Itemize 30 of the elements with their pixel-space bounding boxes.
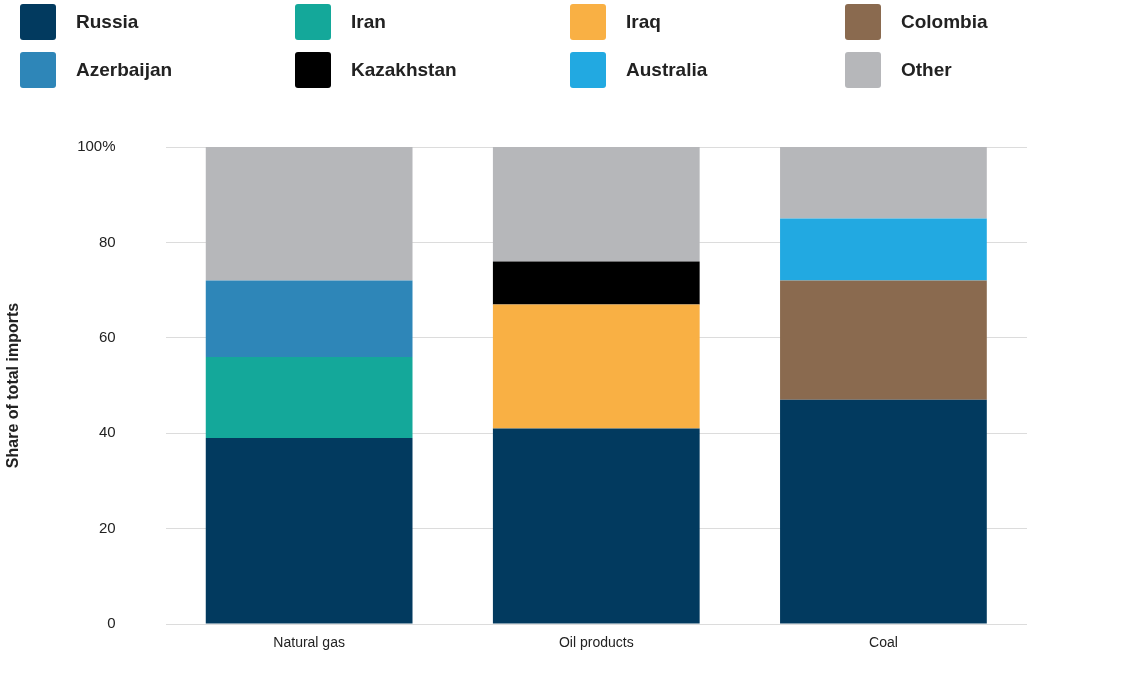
y-tick-label: 20 (98, 518, 116, 536)
bar (205, 356, 413, 438)
bar (492, 147, 700, 262)
bar (492, 428, 700, 624)
x-tick-label: Natural gas (273, 634, 345, 651)
bar (780, 280, 987, 400)
bar (205, 147, 413, 281)
y-tick-label: 60 (98, 327, 116, 345)
legend-label: Iran (351, 11, 386, 33)
y-tick-label: 0 (107, 614, 116, 632)
legend-label: Iraq (626, 11, 661, 33)
x-tick-label: Coal (869, 634, 898, 651)
legend-label: Australia (626, 59, 708, 81)
legend-label: Russia (76, 11, 139, 33)
bar (492, 261, 700, 305)
bar (780, 218, 987, 281)
bar (780, 399, 987, 624)
legend-label: Other (901, 59, 952, 81)
bar (492, 304, 700, 429)
bar (205, 280, 413, 357)
legend-label: Azerbaijan (76, 59, 173, 81)
bar (205, 437, 413, 624)
legend-label: Kazakhstan (351, 59, 457, 81)
bar (780, 147, 987, 219)
x-tick-label: Oil products (558, 634, 634, 651)
legend-label: Colombia (901, 11, 988, 33)
y-tick-label: 80 (98, 232, 116, 250)
y-axis-title: Share of total imports (4, 302, 22, 469)
y-tick-label: 40 (98, 423, 116, 441)
y-tick-label: 100% (77, 137, 116, 155)
